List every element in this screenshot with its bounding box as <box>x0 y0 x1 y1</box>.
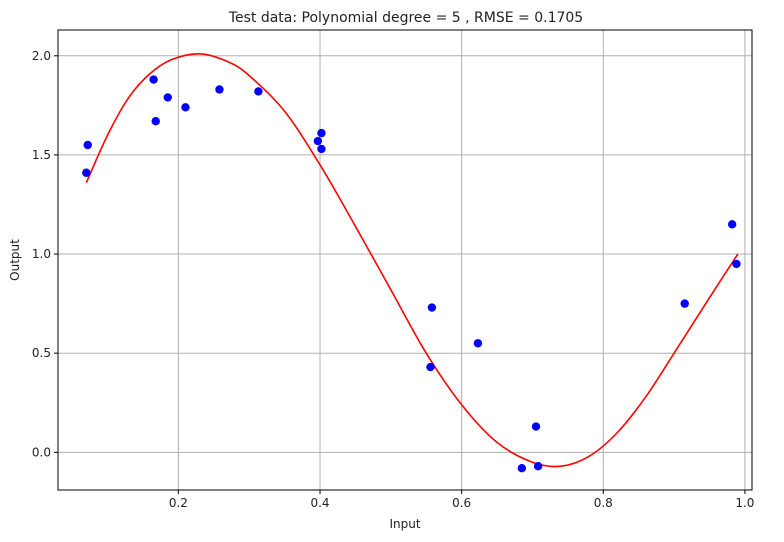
chart-title: Test data: Polynomial degree = 5 , RMSE … <box>228 10 583 26</box>
data-point <box>163 93 172 102</box>
x-tick-label: 0.8 <box>594 496 613 510</box>
points-layer <box>82 75 741 473</box>
x-axis: 0.2 0.4 0.6 0.8 1.0 <box>169 490 754 510</box>
data-point <box>254 87 263 96</box>
y-tick-label: 2.0 <box>32 49 51 63</box>
data-point <box>313 136 323 146</box>
y-axis-label: Output <box>8 239 22 281</box>
y-tick-label: 1.0 <box>32 247 51 261</box>
y-tick-label: 1.5 <box>32 148 51 162</box>
x-tick-label: 0.6 <box>452 496 471 510</box>
data-point <box>427 303 437 312</box>
data-point <box>317 144 326 154</box>
y-tick-label: 0.0 <box>32 445 51 459</box>
grid <box>58 30 752 490</box>
data-point <box>727 220 737 229</box>
data-point <box>181 103 190 112</box>
y-axis: 0.0 0.5 1.0 1.5 2.0 <box>32 49 58 459</box>
x-tick-label: 0.4 <box>310 496 329 510</box>
y-tick-label: 0.5 <box>32 346 51 360</box>
data-point <box>149 75 158 84</box>
plot-frame <box>57 29 753 491</box>
data-point <box>680 299 689 308</box>
data-point <box>533 462 543 471</box>
fit-curve-line <box>85 52 739 468</box>
data-point <box>426 362 435 372</box>
x-axis-label: Input <box>389 517 420 531</box>
data-point <box>517 463 527 473</box>
fit-curve-layer <box>85 52 739 468</box>
data-point <box>83 140 92 150</box>
data-point <box>317 128 326 138</box>
data-point <box>215 85 224 94</box>
data-point <box>151 117 160 126</box>
data-point <box>82 168 91 177</box>
x-tick-label: 1.0 <box>735 496 754 510</box>
x-tick-label: 0.2 <box>169 496 188 510</box>
data-point <box>531 422 541 431</box>
data-point <box>732 259 741 269</box>
data-point <box>473 339 483 348</box>
